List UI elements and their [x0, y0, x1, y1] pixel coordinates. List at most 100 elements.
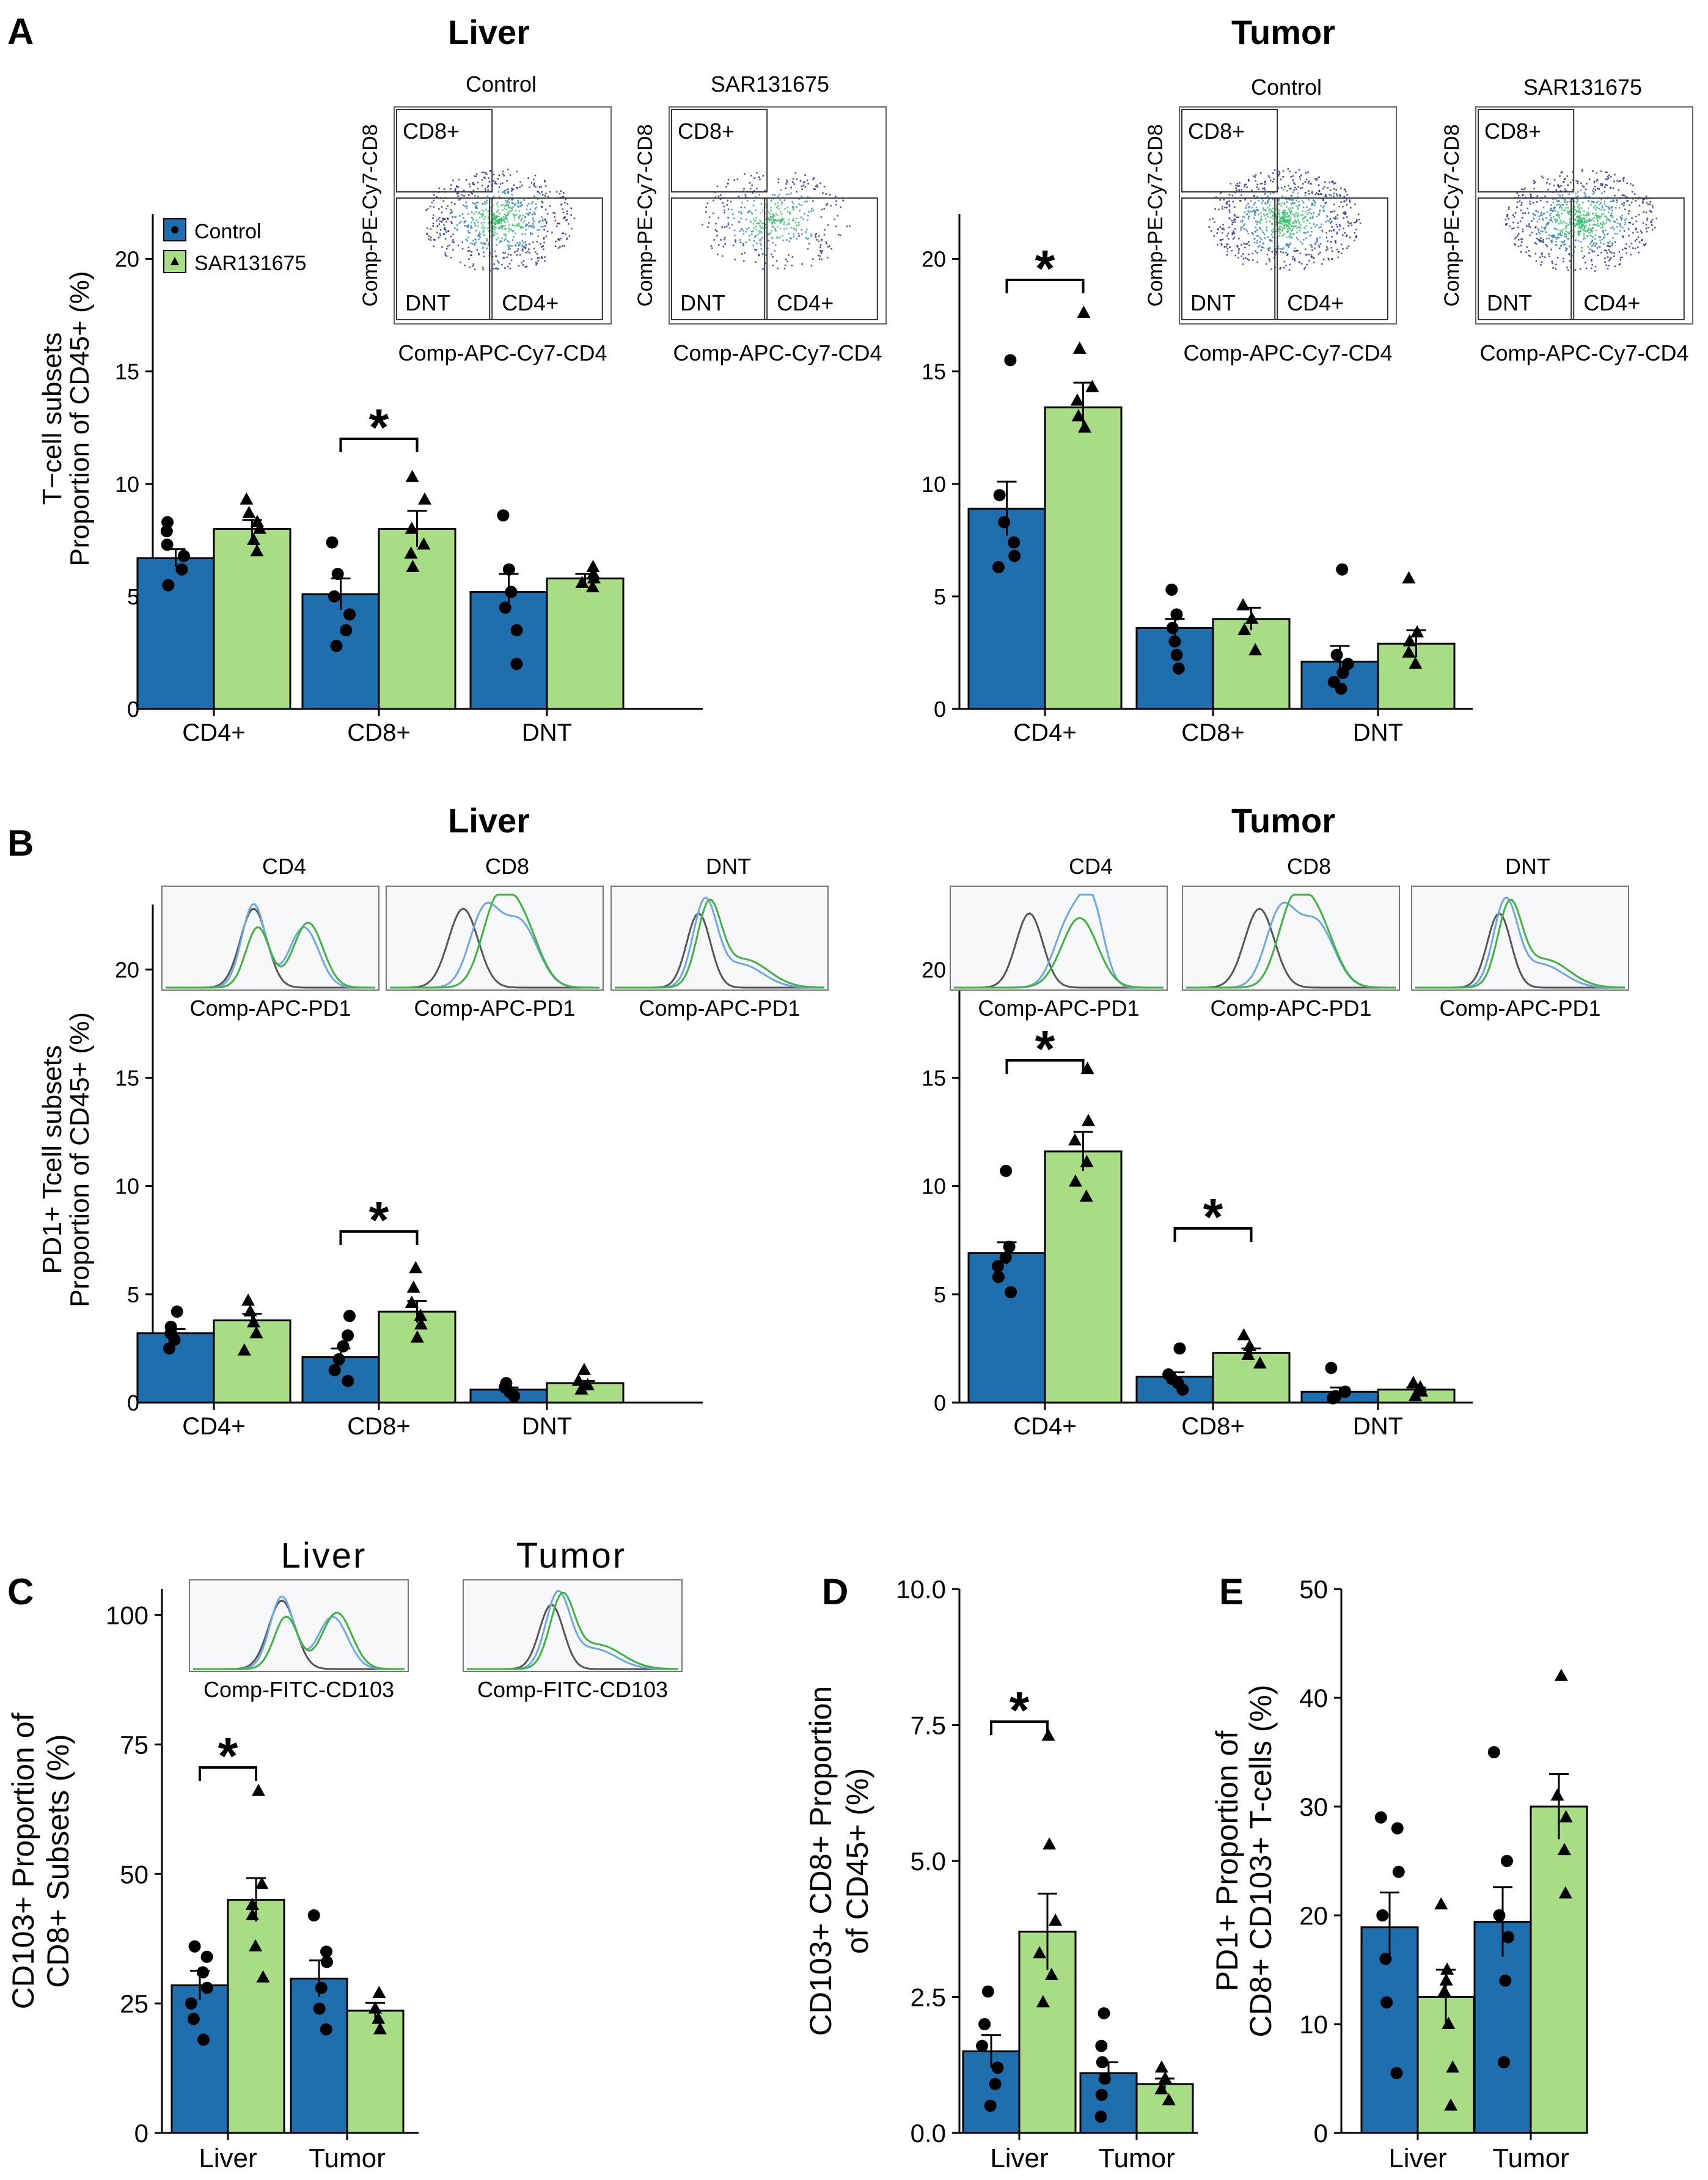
- flow-dot: [1333, 229, 1335, 232]
- x-tick-label: DNT: [522, 1413, 572, 1440]
- flow-dot: [1341, 248, 1344, 250]
- flow-dot: [1584, 226, 1586, 229]
- flow-dot: [1331, 226, 1333, 228]
- flow-dot: [474, 175, 476, 177]
- flow-dot: [1270, 216, 1272, 218]
- flow-dot: [1623, 202, 1626, 204]
- flow-dot: [793, 206, 794, 208]
- flow-dot: [1609, 251, 1611, 253]
- bar-sar: [1212, 618, 1291, 710]
- flow-dot: [1263, 209, 1264, 211]
- flow-dot: [493, 219, 494, 221]
- flow-dot: [513, 214, 515, 216]
- flow-dot: [1608, 208, 1610, 210]
- flow-dot: [521, 262, 522, 264]
- flow-dot: [1517, 245, 1520, 248]
- flow-dot: [1594, 208, 1597, 211]
- flow-dot: [474, 243, 475, 245]
- flow-dot: [1593, 207, 1595, 209]
- gate-cd8: [1478, 109, 1575, 193]
- flow-dot: [824, 229, 826, 231]
- significance-bracket: [339, 1230, 419, 1245]
- flow-dot: [1545, 224, 1548, 226]
- flow-dot: [819, 182, 821, 184]
- flow-dot: [1588, 232, 1590, 233]
- flow-dot: [1296, 216, 1299, 218]
- flow-dot: [1331, 235, 1333, 238]
- flow-dot: [481, 185, 483, 187]
- flow-dot: [1280, 187, 1283, 189]
- flow-dot: [1610, 175, 1612, 178]
- flow-dot: [563, 202, 566, 204]
- flow-dot: [1600, 183, 1602, 185]
- flow-dot: [494, 181, 497, 183]
- flow-dot: [758, 194, 760, 196]
- flow-dot: [464, 205, 466, 208]
- flow-dot: [1297, 196, 1299, 198]
- flow-dot: [770, 221, 772, 223]
- flow-dot: [1631, 217, 1633, 219]
- flow-dot: [745, 241, 747, 243]
- flow-dot: [765, 206, 768, 208]
- flow-dot: [474, 213, 475, 215]
- flow-dot: [1529, 255, 1531, 257]
- flow-dot: [1593, 220, 1595, 222]
- flow-dot: [1534, 226, 1536, 229]
- flow-dot: [1336, 195, 1338, 197]
- flow-dot: [810, 233, 813, 235]
- flow-dot: [1627, 228, 1630, 230]
- data-point-control: [1098, 2072, 1111, 2085]
- flow-dot: [1564, 243, 1566, 246]
- hist-b-tumor-cd8-title: CD8: [1287, 854, 1331, 879]
- flow-dot: [758, 232, 761, 234]
- flow-dot: [493, 196, 495, 198]
- flow-dot: [1556, 244, 1558, 246]
- flow-dot: [527, 214, 530, 216]
- flow-dot: [730, 200, 732, 203]
- flow-dot: [1269, 212, 1270, 214]
- flow-dot: [779, 219, 781, 221]
- flow-dot: [518, 217, 520, 219]
- flow-dot: [1269, 239, 1272, 241]
- flow-dot: [504, 213, 506, 216]
- flow-dot: [509, 244, 511, 246]
- flow-dot: [518, 244, 520, 246]
- flow-dot: [1283, 260, 1286, 263]
- flow-dot: [1588, 213, 1590, 215]
- flow-dot: [555, 226, 558, 227]
- flow-dot: [735, 241, 736, 243]
- flow-dot: [762, 175, 764, 177]
- flow-dot: [1290, 211, 1292, 213]
- data-point-sar: [1243, 1338, 1257, 1351]
- flow-dot: [758, 222, 761, 224]
- flow-dot: [1509, 226, 1511, 227]
- flow-dot: [1646, 197, 1648, 200]
- flow-dot: [1571, 229, 1573, 232]
- flow-dot: [1622, 236, 1624, 238]
- flow-dot: [758, 230, 760, 232]
- flow-dot: [1576, 222, 1578, 224]
- flow-dot: [1611, 243, 1613, 244]
- data-point-sar: [1077, 420, 1091, 433]
- flow-dot: [761, 237, 763, 239]
- flow-dot: [1234, 221, 1236, 223]
- flow-dot: [507, 220, 508, 222]
- flow-dot: [1550, 219, 1552, 221]
- flow-dot: [1294, 216, 1296, 218]
- flow-dot: [786, 227, 788, 230]
- flow-dot: [749, 220, 752, 222]
- flow-dot: [780, 220, 783, 222]
- flow-dot: [1614, 194, 1616, 197]
- flow-dot: [744, 207, 746, 208]
- flow-dot: [1322, 259, 1325, 260]
- flow-dot: [791, 265, 793, 266]
- flow-dot: [504, 239, 505, 241]
- flow-dot: [1624, 208, 1626, 211]
- flow-dot: [1278, 203, 1281, 205]
- flow-dot: [1625, 243, 1627, 245]
- hist-b-liver-cd4-title: CD4: [262, 854, 306, 879]
- flow-dot: [1310, 212, 1313, 215]
- flow-dot: [1285, 243, 1288, 245]
- flow-dot: [439, 232, 441, 235]
